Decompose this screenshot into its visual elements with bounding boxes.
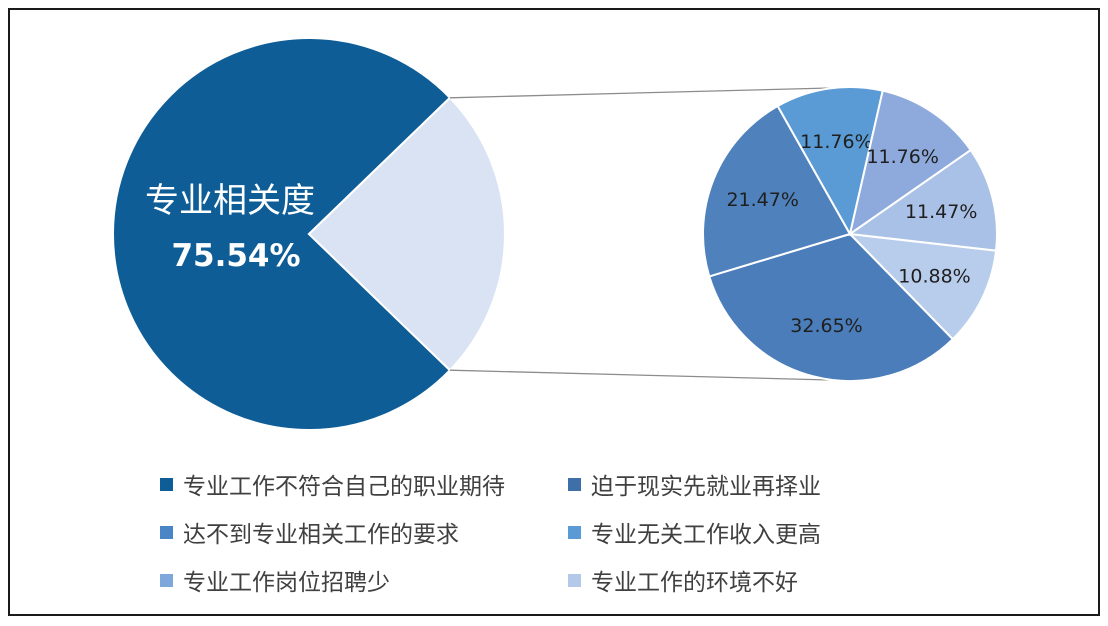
connector-line-0 xyxy=(449,87,831,99)
legend-label-0: 专业工作不符合自己的职业期待 xyxy=(183,474,505,500)
legend-label-1: 迫于现实先就业再择业 xyxy=(591,474,821,500)
legend-item-1: 迫于现实先就业再择业 xyxy=(568,467,821,501)
legend-swatch-3 xyxy=(568,525,581,539)
main-pie-slice-unrelated xyxy=(307,96,506,372)
legend-swatch-0 xyxy=(160,477,173,491)
legend-item-5: 专业工作的环境不好 xyxy=(568,563,798,597)
sub-pie-data-label-5: 10.88% xyxy=(898,265,970,287)
main-pie xyxy=(111,37,506,431)
legend-swatch-5 xyxy=(568,573,581,587)
main-pie-label-name: 专业相关度 xyxy=(145,181,315,221)
main-pie-label-value: 75.54% xyxy=(171,238,300,274)
legend-label-2: 达不到专业相关工作的要求 xyxy=(183,522,459,548)
legend-item-3: 专业无关工作收入更高 xyxy=(568,515,821,549)
legend-item-0: 专业工作不符合自己的职业期待 xyxy=(160,467,505,501)
legend-swatch-2 xyxy=(160,525,173,539)
main-pie-slice-related xyxy=(111,37,452,431)
legend-swatch-4 xyxy=(160,573,173,587)
chart-frame xyxy=(8,8,1100,616)
sub-pie-data-label-1: 21.47% xyxy=(726,189,798,211)
sub-pie-slice-4 xyxy=(847,148,998,252)
sub-pie-data-label-0: 32.65% xyxy=(790,315,862,337)
connector-line-1 xyxy=(449,369,831,381)
sub-pie-slice-0 xyxy=(708,232,955,382)
connector-lines xyxy=(449,87,831,381)
sub-pie-data-label-4: 11.47% xyxy=(905,201,977,223)
legend-item-2: 达不到专业相关工作的要求 xyxy=(160,515,459,549)
legend-item-4: 专业工作岗位招聘少 xyxy=(160,563,390,597)
legend-label-3: 专业无关工作收入更高 xyxy=(591,522,821,548)
legend-swatch-1 xyxy=(568,477,581,491)
sub-pie-slice-1 xyxy=(702,104,852,278)
legend-label-4: 专业工作岗位招聘少 xyxy=(183,570,390,596)
sub-pie-slice-2 xyxy=(776,86,884,237)
sub-pie-data-label-3: 11.76% xyxy=(866,146,938,168)
sub-pie-data-label-2: 11.76% xyxy=(800,131,872,153)
legend-label-5: 专业工作的环境不好 xyxy=(591,570,798,596)
sub-pie: 10.88% 32.65% 21.47% 11.76%11.76% 11.47% xyxy=(702,86,998,382)
sub-pie-slice-3 xyxy=(848,89,973,237)
sub-pie-slice-5 xyxy=(847,232,998,341)
